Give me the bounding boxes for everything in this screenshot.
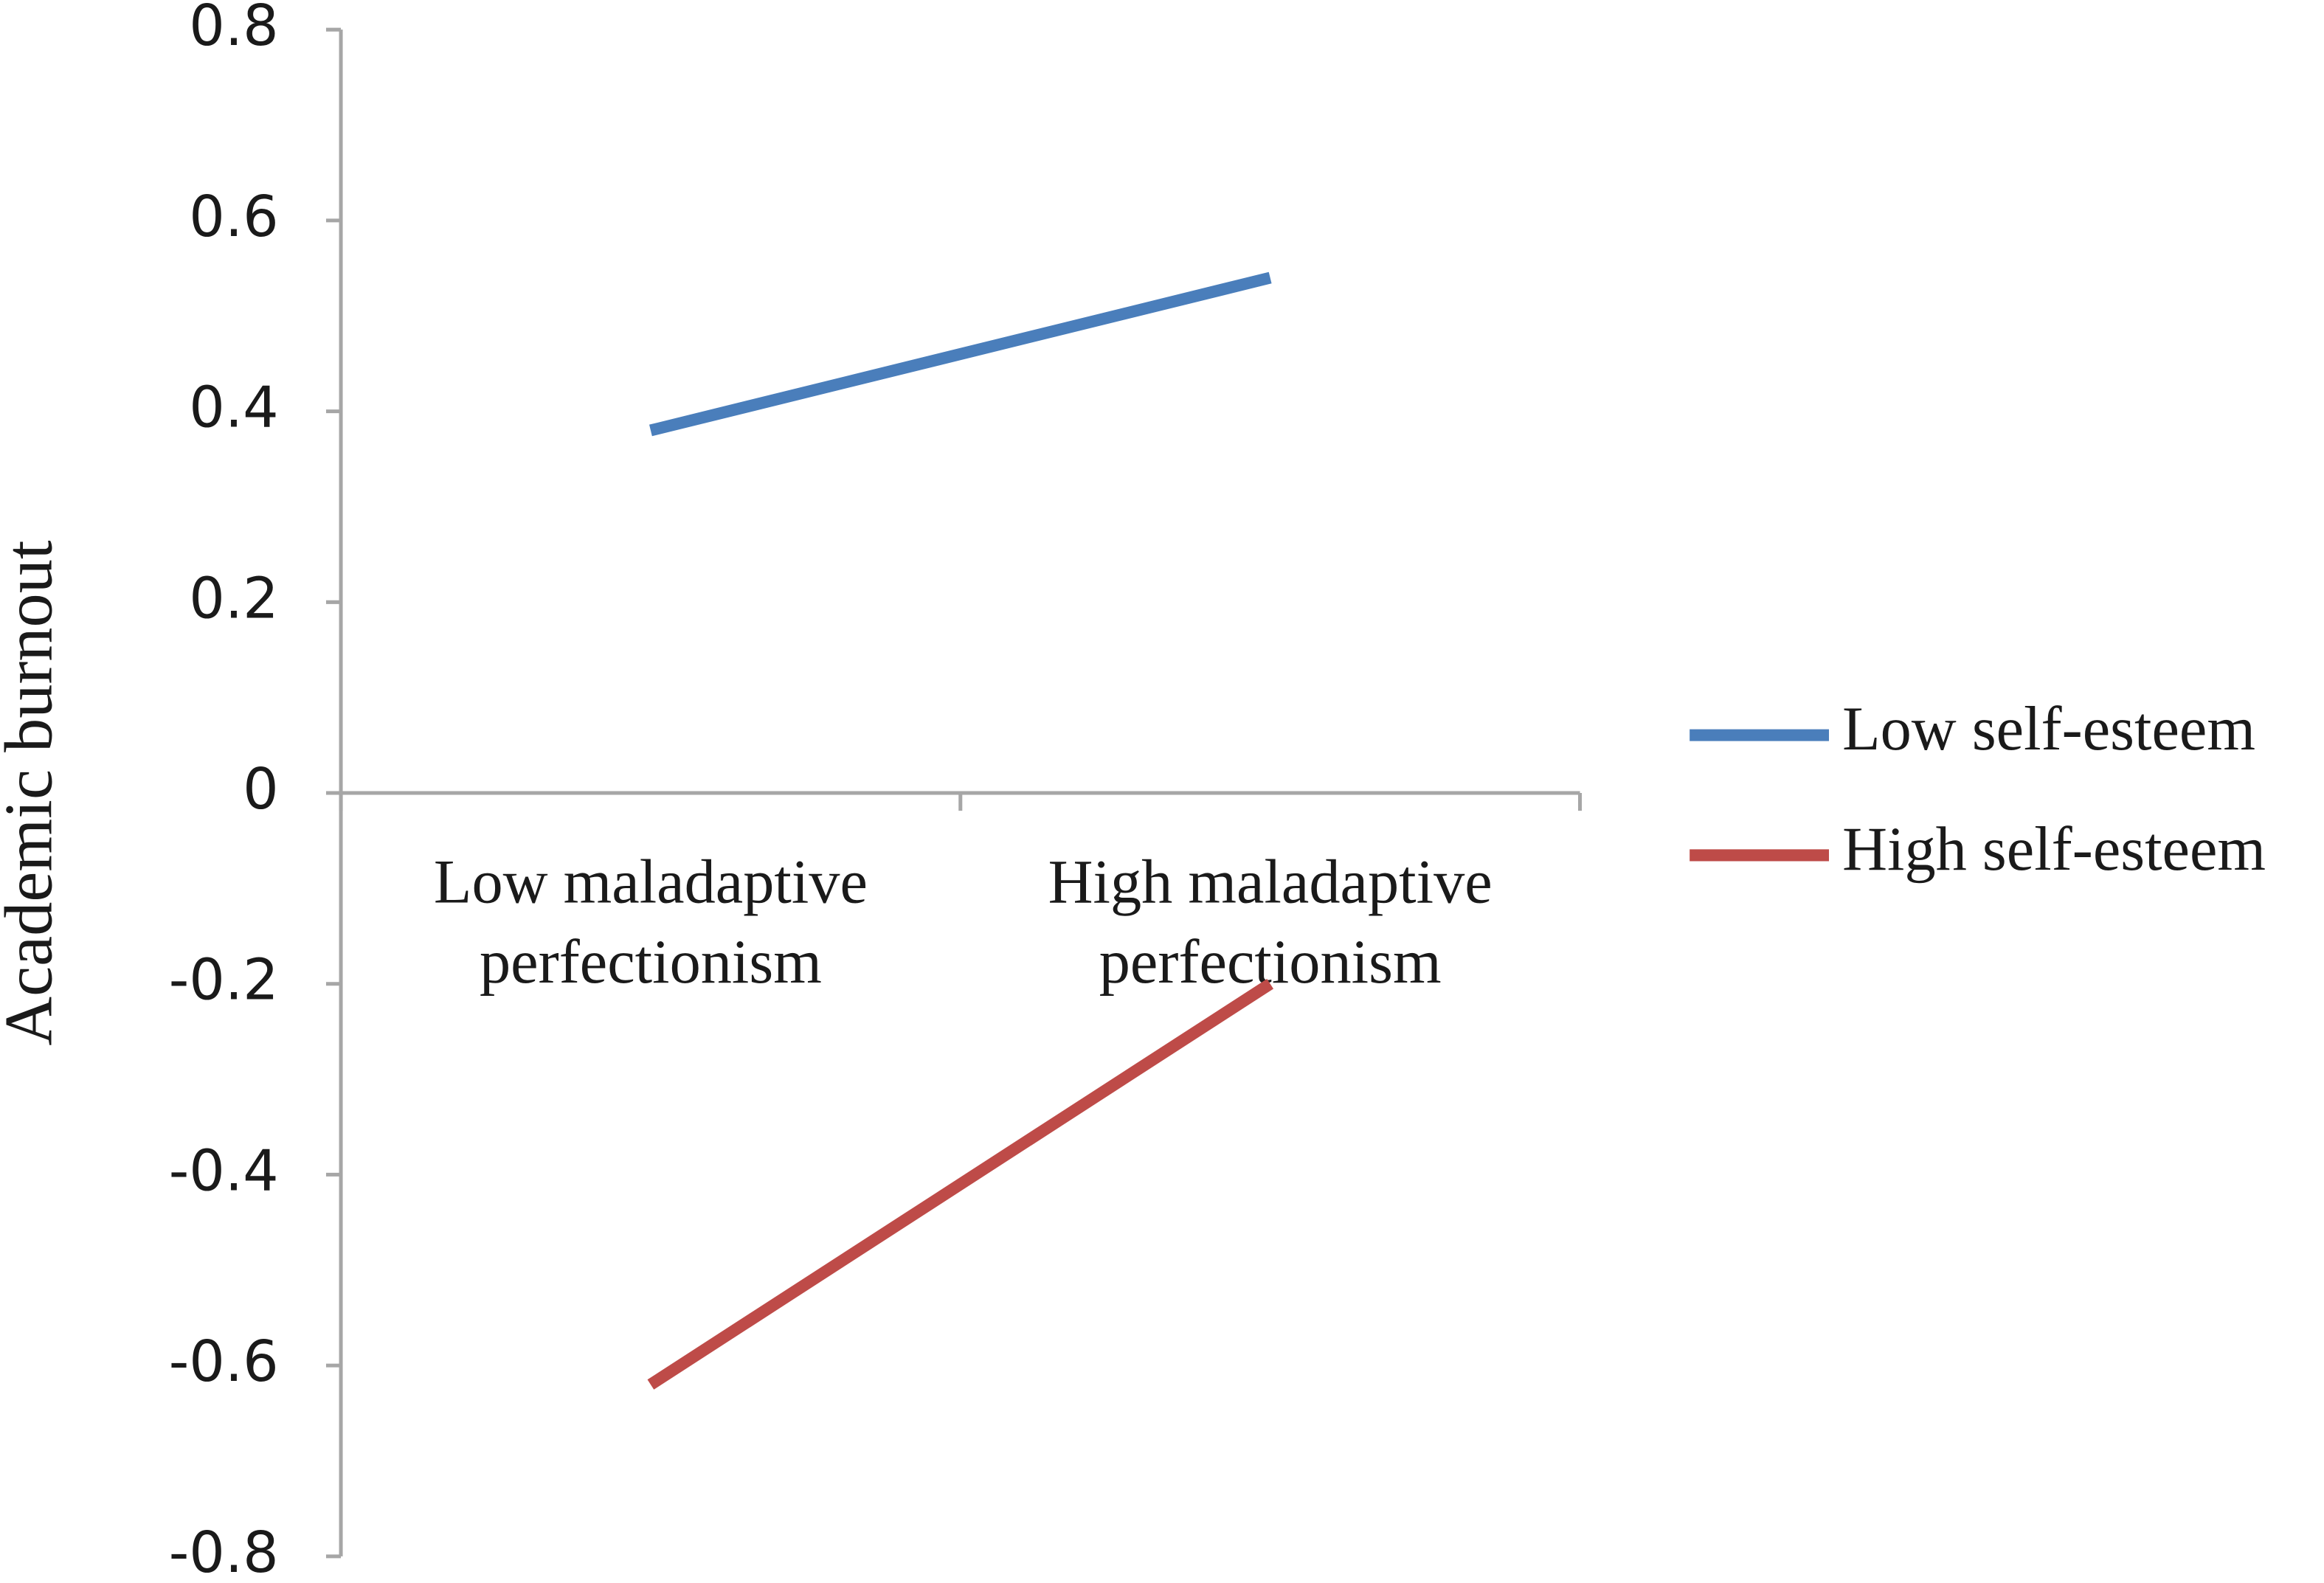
x-tick-label-line: perfectionism [480, 928, 822, 997]
y-tick-label: -0.8 [169, 1520, 279, 1583]
x-tick-label: High maladaptive perfectionism [1048, 848, 1493, 997]
y-tick-label: 0 [243, 757, 279, 822]
y-tick-label: 0.4 [189, 375, 278, 441]
y-tick-label: -0.6 [169, 1329, 279, 1395]
series-line [649, 271, 1272, 437]
y-tick-label: 0.6 [189, 184, 278, 250]
x-tick-label: Low maladaptive perfectionism [434, 848, 868, 997]
y-tick-label: -0.4 [169, 1138, 279, 1204]
legend-label: High self-esteem [1842, 815, 2266, 884]
x-tick-label-line: High maladaptive [1048, 848, 1493, 917]
y-axis-label: Academic burnout [0, 540, 66, 1046]
legend-label: Low self-esteem [1842, 695, 2255, 763]
y-tick-label: 0.8 [189, 0, 278, 59]
x-tick-label-line: Low maladaptive [434, 848, 868, 917]
y-tick-label: -0.2 [169, 948, 279, 1014]
y-tick-label: 0.2 [189, 566, 278, 631]
series-line [647, 978, 1274, 1390]
